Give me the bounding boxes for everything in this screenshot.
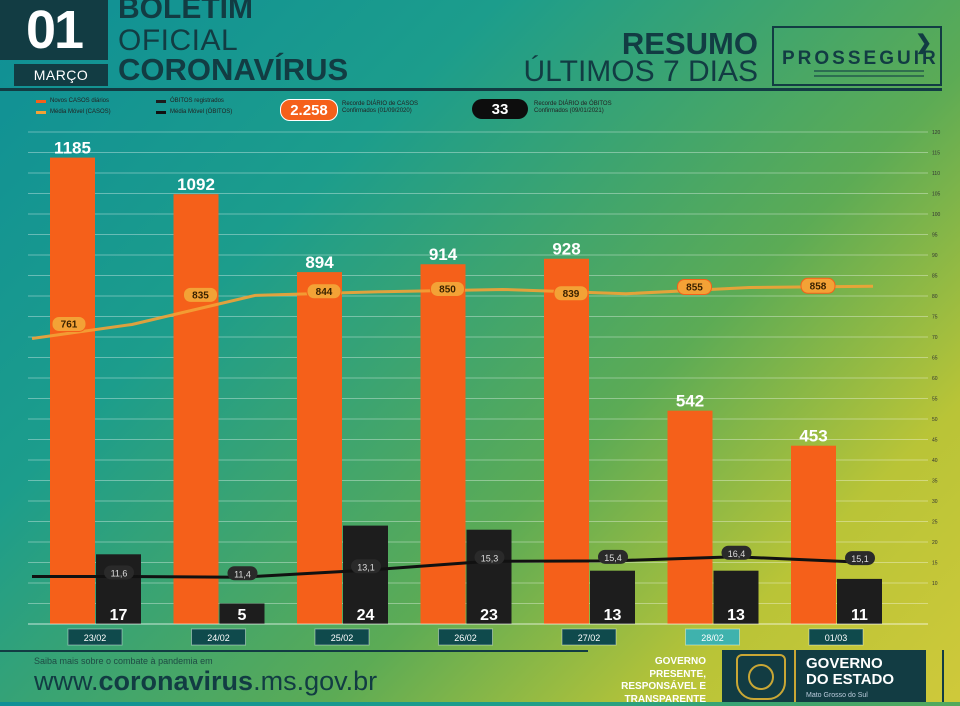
y-right-tick-label: 10 bbox=[932, 581, 938, 587]
death-bar-label: 24 bbox=[357, 607, 375, 624]
y-right-tick-label: 45 bbox=[932, 438, 938, 444]
url-prefix: www. bbox=[34, 666, 99, 696]
logo-divider bbox=[794, 650, 796, 702]
y-right-tick-label: 30 bbox=[932, 499, 938, 505]
x-tick-label: 27/02 bbox=[578, 633, 601, 643]
state-name: Mato Grosso do Sul bbox=[806, 692, 868, 699]
y-right-tick-label: 25 bbox=[932, 520, 938, 526]
death-average-label: 13,1 bbox=[357, 562, 375, 572]
x-tick-label: 28/02 bbox=[701, 633, 724, 643]
case-bar bbox=[421, 264, 466, 624]
y-right-tick-label: 20 bbox=[932, 540, 938, 546]
cases-deaths-chart: 10 15 20 25 30 35 40 45 50 55 60 65 70 75 80 85 90 95 100 1… bbox=[0, 0, 960, 650]
y-right-tick-label: 35 bbox=[932, 479, 938, 485]
case-bar-label: 453 bbox=[799, 427, 827, 446]
case-average-label: 850 bbox=[439, 284, 456, 295]
death-bar-label: 13 bbox=[604, 607, 622, 624]
url-main: coronavirus bbox=[99, 666, 254, 696]
case-bar-label: 542 bbox=[676, 392, 704, 411]
state-crest-icon bbox=[736, 654, 786, 700]
y-right-tick-label: 115 bbox=[932, 151, 940, 157]
death-bar-label: 13 bbox=[727, 607, 745, 624]
y-right-tick-label: 85 bbox=[932, 274, 938, 280]
death-bar-label: 17 bbox=[110, 607, 128, 624]
case-average-label: 858 bbox=[810, 281, 827, 292]
case-average-label: 839 bbox=[563, 289, 580, 300]
government-name: GOVERNO DO ESTADO bbox=[806, 656, 894, 688]
tagline-line: TRANSPARENTE bbox=[600, 694, 706, 706]
y-right-tick-label: 50 bbox=[932, 417, 938, 423]
tagline-line: PRESENTE, bbox=[600, 669, 706, 682]
case-average-label: 761 bbox=[61, 319, 78, 330]
footer-divider bbox=[0, 650, 588, 652]
case-bar bbox=[668, 411, 713, 624]
footer-frame bbox=[942, 650, 960, 702]
government-logo: GOVERNO DO ESTADO Mato Grosso do Sul bbox=[722, 650, 926, 702]
case-bar bbox=[50, 158, 95, 624]
case-bar bbox=[174, 194, 219, 624]
tagline-line: RESPONSÁVEL E bbox=[600, 681, 706, 694]
case-average-label: 835 bbox=[192, 290, 209, 301]
y-right-tick-label: 105 bbox=[932, 192, 941, 198]
x-tick-label: 26/02 bbox=[454, 633, 477, 643]
death-average-label: 15,3 bbox=[481, 553, 499, 563]
footer-info-text: Saiba mais sobre o combate à pandemia em bbox=[34, 656, 213, 666]
y-right-tick-label: 15 bbox=[932, 561, 938, 567]
case-average-label: 855 bbox=[686, 282, 703, 293]
death-average-label: 11,6 bbox=[111, 568, 128, 578]
y-right-tick-label: 100 bbox=[932, 212, 941, 218]
y-right-tick-label: 80 bbox=[932, 294, 938, 300]
death-average-label: 15,4 bbox=[604, 553, 622, 563]
case-bar-label: 1092 bbox=[177, 175, 215, 194]
case-bar bbox=[544, 259, 589, 624]
y-right-tick-label: 40 bbox=[932, 458, 938, 464]
url-suffix: .ms.gov.br bbox=[253, 666, 377, 696]
y-right-tick-label: 110 bbox=[932, 171, 940, 177]
death-bar-label: 23 bbox=[480, 607, 498, 624]
case-bar-label: 928 bbox=[552, 240, 580, 259]
y-right-tick-label: 65 bbox=[932, 356, 938, 362]
x-tick-label: 01/03 bbox=[825, 633, 848, 643]
y-right-tick-label: 90 bbox=[932, 253, 938, 259]
death-average-label: 11,4 bbox=[234, 569, 251, 579]
case-bar-label: 914 bbox=[429, 245, 458, 264]
government-tagline: GOVERNO PRESENTE, RESPONSÁVEL E TRANSPAR… bbox=[600, 656, 706, 706]
death-average-label: 16,4 bbox=[728, 549, 746, 559]
x-tick-label: 25/02 bbox=[331, 633, 354, 643]
case-bar-label: 1185 bbox=[54, 139, 91, 158]
gov-line-1: GOVERNO bbox=[806, 656, 894, 672]
tagline-line: GOVERNO bbox=[600, 656, 706, 669]
website-link[interactable]: www.coronavirus.ms.gov.br bbox=[34, 666, 377, 697]
y-right-tick-label: 60 bbox=[932, 376, 938, 382]
case-bar-label: 894 bbox=[305, 253, 334, 272]
x-tick-label: 24/02 bbox=[207, 633, 230, 643]
death-bar-label: 11 bbox=[851, 607, 868, 624]
y-right-tick-label: 120 bbox=[932, 130, 941, 136]
gov-line-2: DO ESTADO bbox=[806, 672, 894, 688]
y-right-tick-label: 75 bbox=[932, 315, 938, 321]
death-average-label: 15,1 bbox=[851, 554, 869, 564]
death-bar-label: 5 bbox=[238, 607, 247, 624]
x-tick-label: 23/02 bbox=[84, 633, 107, 643]
case-bar bbox=[791, 446, 836, 624]
y-right-tick-label: 95 bbox=[932, 233, 938, 239]
case-average-label: 844 bbox=[316, 287, 333, 298]
y-right-tick-label: 70 bbox=[932, 335, 938, 341]
y-right-tick-label: 55 bbox=[932, 397, 938, 403]
